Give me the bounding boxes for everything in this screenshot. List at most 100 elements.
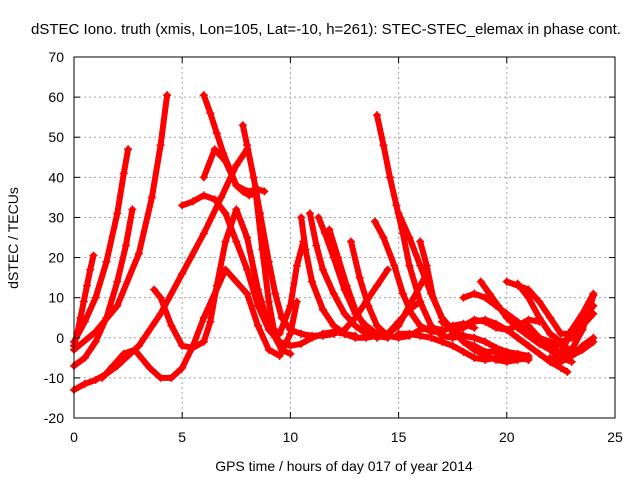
data-point [301, 245, 310, 254]
data-point [108, 361, 117, 370]
data-point [271, 289, 280, 298]
data-point [210, 145, 219, 154]
data-point [379, 141, 388, 150]
data-point [589, 333, 598, 342]
satellite-track-2 [70, 145, 133, 346]
data-point [232, 237, 241, 246]
data-point [513, 323, 522, 332]
data-point [429, 293, 438, 302]
data-point [325, 225, 334, 234]
data-point [212, 129, 221, 138]
data-point [459, 321, 468, 330]
data-point [351, 333, 360, 342]
data-point [513, 333, 522, 342]
data-point [221, 237, 230, 246]
data-point [292, 297, 301, 306]
data-point [199, 91, 208, 100]
data-point [342, 281, 351, 290]
data-point [199, 229, 208, 238]
data-point [481, 293, 490, 302]
y-tick-label: 0 [56, 330, 64, 346]
data-point [264, 257, 273, 266]
y-tick-label: 30 [48, 209, 64, 225]
data-point [232, 161, 241, 170]
data-point [156, 373, 165, 382]
data-point [128, 205, 137, 214]
y-tick-label: 10 [48, 290, 64, 306]
data-point [535, 313, 544, 322]
data-point [113, 209, 122, 218]
data-point [308, 331, 317, 340]
data-point [286, 341, 295, 350]
data-point [372, 281, 381, 290]
data-point [156, 141, 165, 150]
y-tick-label: 60 [48, 89, 64, 105]
data-point [379, 233, 388, 242]
data-point [416, 237, 425, 246]
data-point [567, 351, 576, 360]
data-point [253, 301, 262, 310]
data-point [535, 349, 544, 358]
data-point [243, 265, 252, 274]
data-point [256, 209, 265, 218]
data-point [102, 257, 111, 266]
data-point [134, 249, 143, 258]
data-point [199, 313, 208, 322]
data-point [80, 379, 89, 388]
data-point [372, 321, 381, 330]
data-point [524, 321, 533, 330]
y-tick-label: -20 [44, 410, 64, 426]
data-point [91, 293, 100, 302]
data-point [178, 269, 187, 278]
data-point [372, 333, 381, 342]
data-point [405, 233, 414, 242]
data-point [243, 289, 252, 298]
data-point [390, 261, 399, 270]
data-point [199, 173, 208, 182]
data-point [277, 313, 286, 322]
data-point [437, 337, 446, 346]
track-line [557, 290, 597, 357]
data-point [470, 289, 479, 298]
data-point [448, 329, 457, 338]
data-point [264, 345, 273, 354]
data-point [150, 285, 159, 294]
data-point [383, 265, 392, 274]
data-point [80, 353, 89, 362]
data-point [271, 333, 280, 342]
data-point [351, 321, 360, 330]
x-tick-label: 20 [499, 429, 515, 445]
data-point [238, 121, 247, 130]
data-point [427, 321, 436, 330]
data-point [502, 277, 511, 286]
data-point [448, 341, 457, 350]
data-point [502, 313, 511, 322]
grid-lines [74, 57, 615, 418]
data-point [308, 277, 317, 286]
data-point [567, 325, 576, 334]
data-point [470, 333, 479, 342]
data-point [119, 349, 128, 358]
data-point [481, 317, 490, 326]
data-point [459, 337, 468, 346]
x-tick-label: 0 [70, 429, 78, 445]
data-point [578, 341, 587, 350]
data-point [392, 201, 401, 210]
data-point [260, 187, 269, 196]
x-tick-label: 15 [391, 429, 407, 445]
data-point [383, 331, 392, 340]
data-point [340, 329, 349, 338]
data-point [277, 345, 286, 354]
data-point [481, 337, 490, 346]
satellite-track-31 [556, 289, 598, 358]
x-axis-label: GPS time / hours of day 017 of year 2014 [215, 458, 473, 474]
data-point [147, 193, 156, 202]
data-point [79, 297, 88, 306]
data-point [546, 353, 555, 362]
data-point [156, 293, 165, 302]
satellite-track-24 [459, 337, 533, 364]
data-point [578, 325, 587, 334]
satellite-track-4 [70, 91, 172, 354]
data-point [178, 341, 187, 350]
data-point [494, 301, 503, 310]
